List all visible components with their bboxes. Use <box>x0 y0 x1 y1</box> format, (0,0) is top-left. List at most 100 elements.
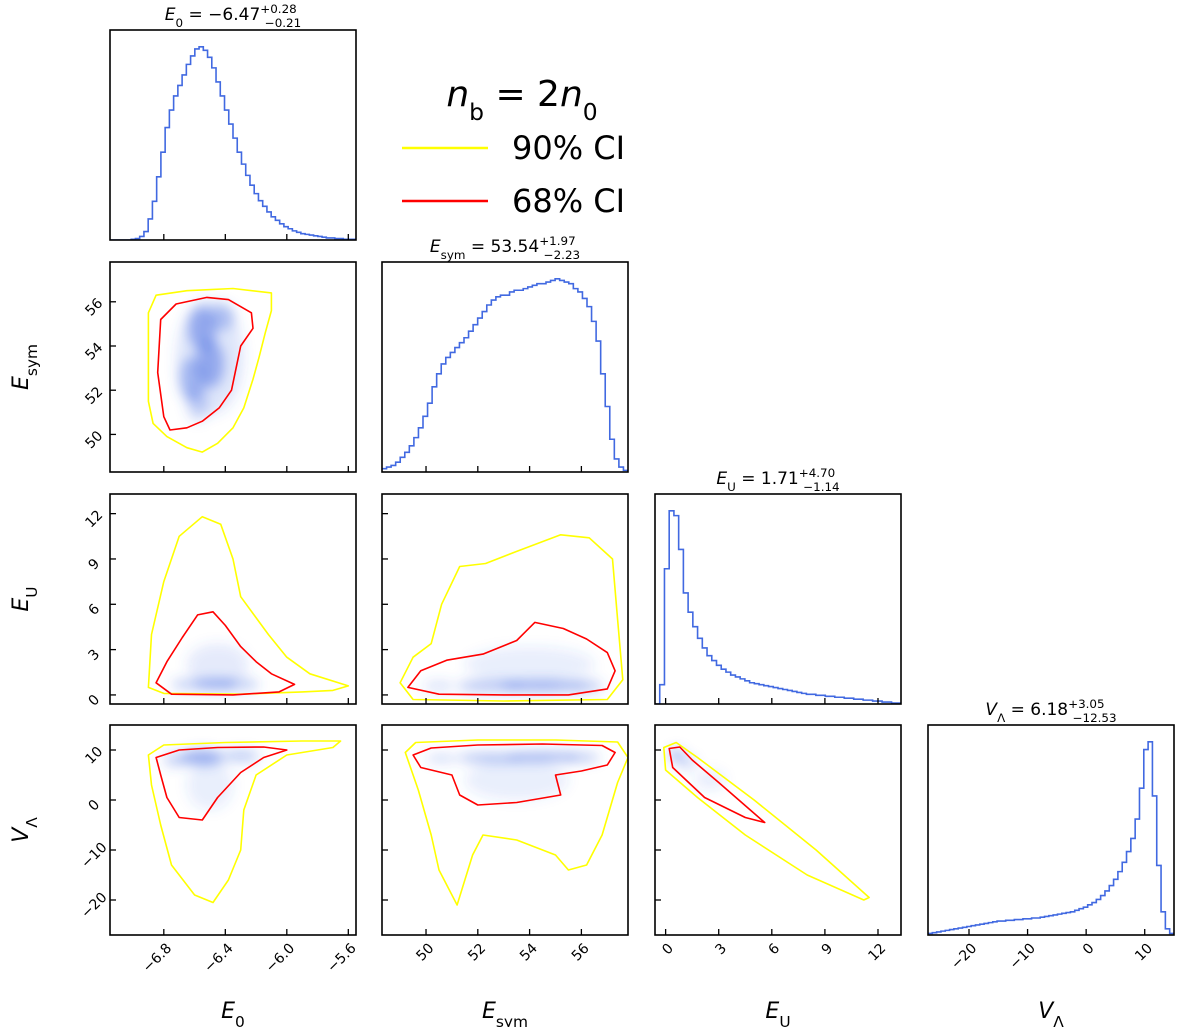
ytick-label-Esym-2: 54 <box>82 340 106 364</box>
ytick-label-VL-3: 10 <box>82 744 106 768</box>
ytick-label-EU-4: 12 <box>82 507 106 531</box>
density-blob-0-5 <box>176 299 244 415</box>
ytick-label-VL-2: 0 <box>86 797 104 815</box>
ytick-label-EU-1: 3 <box>86 646 104 664</box>
joint-frame-3 <box>381 493 629 705</box>
density-blob-1-3 <box>186 643 249 686</box>
joint-frame-0 <box>109 261 357 473</box>
ytick-label-Esym-3: 56 <box>82 295 106 319</box>
density-blob-2-1 <box>222 750 260 762</box>
hist-panel-VL: VΛ = 6.18+3.05 −12.53 <box>927 697 1175 936</box>
xtick-label-Esym-2: 54 <box>517 940 541 964</box>
xaxis-EU: 0 3 6 9 12 EU <box>659 940 889 1027</box>
joint-panel-E0-EU <box>109 493 357 705</box>
xtick-label-Esym-0: 50 <box>413 941 437 965</box>
yaxis-label-EU: EU <box>9 586 41 611</box>
contour-68-Esym-EU <box>407 621 616 696</box>
ytick-label-EU-0: 0 <box>86 692 104 710</box>
histogram-Esym <box>382 278 628 472</box>
xtick-label-EU-1: 3 <box>712 941 730 959</box>
xaxis-E0: −6.8 −6.4 −6.0 −5.6 E0 <box>140 940 360 1027</box>
hist-panel-E0: E0 = −6.47+0.28 −0.21 <box>109 2 357 241</box>
yaxis-label-VL: VΛ <box>9 817 41 843</box>
joint-panel-Esym-VL <box>381 724 629 936</box>
density-blob-2-2 <box>163 753 189 767</box>
legend-label-0: 90% CI <box>512 129 625 167</box>
density-blob-2-3 <box>186 760 233 810</box>
contour-90-E0-Esym <box>147 287 273 453</box>
xaxis-label-VL: VΛ <box>1038 999 1064 1027</box>
density-blob-3-1 <box>457 680 525 692</box>
yaxis-label-Esym: Esym <box>9 344 41 390</box>
density-blob-4-1 <box>457 753 525 763</box>
histogram-E0 <box>110 46 356 240</box>
joint-panel-E0-VL <box>109 724 357 936</box>
hist-frame-E0 <box>109 29 357 241</box>
xaxis-label-Esym: Esym <box>482 999 528 1027</box>
xtick-label-E0-1: −6.4 <box>201 940 236 975</box>
density-blob-4-3 <box>426 754 458 763</box>
xtick-label-VL-3: 10 <box>1132 941 1156 965</box>
contour-68-E0-Esym <box>156 296 254 431</box>
panel-title-EU: EU = 1.71+4.70 −1.14 <box>716 466 839 494</box>
ytick-label-EU-2: 6 <box>86 601 104 619</box>
joint-frame-2 <box>109 724 357 936</box>
xtick-label-E0-3: −5.6 <box>324 940 359 975</box>
joint-frame-4 <box>381 724 629 936</box>
histogram-EU <box>655 510 901 704</box>
xtick-label-EU-0: 0 <box>659 941 677 959</box>
density-blob-3-4 <box>464 646 595 683</box>
density-blob-5-0 <box>670 749 683 761</box>
density-blob-3-0 <box>501 680 584 692</box>
xtick-label-E0-0: −6.8 <box>140 941 175 976</box>
density-blob-4-2 <box>563 753 600 762</box>
contour-68-Esym-VL <box>412 743 616 806</box>
joint-frame-1 <box>109 493 357 705</box>
panel-title-VL: VΛ = 6.18+3.05 −12.53 <box>985 697 1116 725</box>
contour-90-E0-VL <box>147 740 342 904</box>
legend-label-1: 68% CI <box>512 182 625 220</box>
density-blob-1-2 <box>171 679 203 690</box>
hist-frame-VL <box>927 724 1175 936</box>
contour-68-E0-EU <box>155 611 296 696</box>
histogram-VL <box>928 741 1174 935</box>
density-blob-5-1 <box>678 756 696 769</box>
density-blob-3-3 <box>423 681 455 691</box>
ytick-label-EU-3: 9 <box>86 556 104 574</box>
density-blob-4-0 <box>506 752 579 762</box>
xaxis-Esym: 50 52 54 56 Esym <box>413 940 592 1027</box>
density-blob-3-2 <box>571 680 603 692</box>
yaxis-EU: 0 3 6 9 12 EU <box>9 507 106 709</box>
xtick-label-VL-0: −20 <box>948 941 980 973</box>
density-blob-4-4 <box>464 760 569 800</box>
contour-90-E0-EU <box>147 515 350 695</box>
hist-frame-EU <box>654 493 902 705</box>
panel-title-Esym: Esym = 53.54+1.97 −2.23 <box>430 234 580 262</box>
yaxis-Esym: 50 52 54 56 Esym <box>9 295 106 452</box>
xaxis-label-EU: EU <box>765 999 790 1027</box>
xtick-label-Esym-3: 56 <box>569 940 593 964</box>
yaxis-VL: −20 −10 0 10 VΛ <box>9 744 110 922</box>
joint-panel-E0-Esym <box>109 261 357 473</box>
xaxis-VL: −20 −10 0 10 VΛ <box>948 941 1156 1027</box>
legend-title: nb = 2n0 <box>446 74 597 126</box>
ytick-label-Esym-0: 50 <box>82 428 106 452</box>
xaxis-label-E0: E0 <box>221 999 245 1027</box>
joint-panel-Esym-EU <box>381 493 629 705</box>
hist-frame-Esym <box>381 261 629 473</box>
xtick-label-VL-1: −10 <box>1007 941 1039 973</box>
xtick-label-VL-2: 0 <box>1080 941 1098 959</box>
xtick-label-EU-2: 6 <box>765 940 783 958</box>
hist-panel-Esym: Esym = 53.54+1.97 −2.23 <box>381 234 629 473</box>
xtick-label-EU-4: 12 <box>865 941 889 965</box>
contour-90-EU-VL <box>663 741 870 901</box>
panel-title-E0: E0 = −6.47+0.28 −0.21 <box>165 2 301 30</box>
contour-68-EU-VL <box>668 746 766 824</box>
joint-panel-EU-VL <box>654 724 902 936</box>
xtick-label-E0-2: −6.0 <box>263 941 298 976</box>
joint-frame-5 <box>654 724 902 936</box>
ytick-label-VL-1: −10 <box>78 840 110 872</box>
density-blob-5-2 <box>693 770 726 790</box>
contour-90-Esym-VL <box>404 739 628 906</box>
